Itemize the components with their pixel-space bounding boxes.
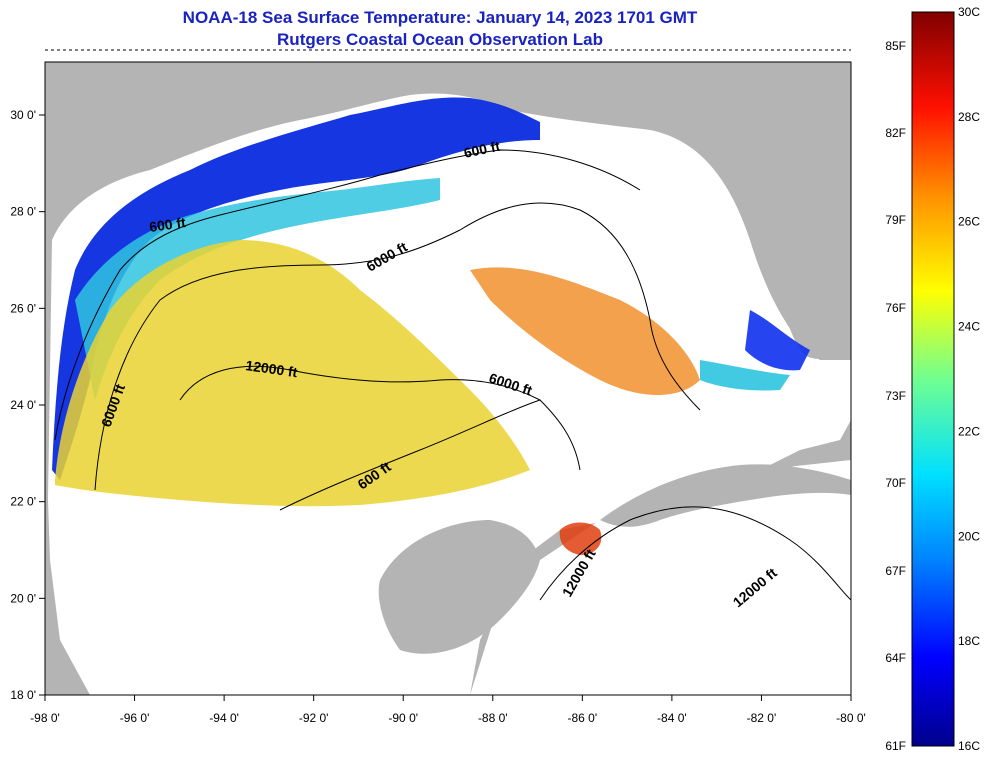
map-frame	[44, 61, 852, 696]
colorbar-f-label: 82F	[885, 126, 906, 140]
colorbar-c-label: 18C	[958, 634, 980, 648]
colorbar-c-label: 16C	[958, 739, 980, 753]
contour-label-600ft-2: 600 ft	[148, 214, 187, 235]
contour-6000ft	[94, 202, 701, 491]
sst-yellow-field	[55, 240, 530, 507]
sst-cold-coast	[52, 97, 540, 481]
colorbar-c-label: 28C	[958, 110, 980, 124]
colorbar-c-label: 30C	[958, 5, 980, 19]
lat-tick-label: 20 0'	[10, 591, 36, 605]
colorbar-f-label: 73F	[885, 389, 906, 403]
lat-tick-label: 18 0'	[10, 688, 36, 702]
lon-tick-label: -94 0'	[209, 711, 239, 725]
map-title: NOAA-18 Sea Surface Temperature: January…	[182, 8, 698, 27]
map-subtitle: Rutgers Coastal Ocean Observation Lab	[277, 30, 603, 49]
colorbar-f-label: 61F	[885, 739, 906, 753]
colorbar-f-label: 70F	[885, 476, 906, 490]
contour-600ft-south	[279, 399, 581, 511]
contour-12000ft-south	[539, 506, 851, 601]
lon-tick-label: -86 0'	[568, 711, 598, 725]
lon-tick-label: -80 0'	[836, 711, 866, 725]
lon-tick-label: -84 0'	[657, 711, 687, 725]
longitude-ticks: -98 0' -96 0' -94 0' -92 0' -90 0' -88 0' -86 …	[30, 695, 866, 725]
lon-tick-label: -92 0'	[299, 711, 329, 725]
lon-tick-label: -88 0'	[478, 711, 508, 725]
contour-600ft-north	[54, 149, 641, 441]
lat-tick-label: 24 0'	[10, 398, 36, 412]
colorbar-c-label: 26C	[958, 215, 980, 229]
contour-label-600ft-1: 600 ft	[462, 138, 501, 161]
sst-orange-patches	[470, 267, 700, 395]
lon-tick-label: -82 0'	[747, 711, 777, 725]
sst-florida-cyan	[700, 360, 790, 391]
sst-red-patch	[559, 522, 602, 555]
colorbar-f-label: 79F	[885, 213, 906, 227]
latitude-ticks: 30 0' 28 0' 26 0' 24 0' 22 0' 20 0' 18 0'	[10, 108, 45, 702]
colorbar-c-label: 24C	[958, 320, 980, 334]
colorbar-f-label: 76F	[885, 301, 906, 315]
colorbar-f-label: 64F	[885, 651, 906, 665]
lat-tick-label: 22 0'	[10, 495, 36, 509]
colorbar-fahrenheit-labels: 85F 82F 79F 76F 73F 70F 67F 64F 61F	[885, 39, 906, 753]
temperature-colorbar	[911, 11, 955, 747]
cuba-land	[600, 464, 851, 527]
contour-12000ft	[179, 365, 541, 401]
yucatan-land	[378, 520, 540, 654]
lon-tick-label: -90 0'	[388, 711, 418, 725]
contour-label-12000ft-1: 12000 ft	[245, 357, 299, 380]
lat-tick-label: 28 0'	[10, 205, 36, 219]
colorbar-c-label: 20C	[958, 529, 980, 543]
colorbar-f-label: 67F	[885, 564, 906, 578]
colorbar-f-label: 85F	[885, 39, 906, 53]
florida-land	[720, 62, 851, 359]
lat-tick-label: 30 0'	[10, 108, 36, 122]
lon-tick-label: -96 0'	[120, 711, 150, 725]
sst-florida-blue	[745, 310, 810, 371]
lon-tick-label: -98 0'	[30, 711, 60, 725]
colorbar-celsius-labels: 30C 28C 26C 24C 22C 20C 18C 16C	[958, 5, 980, 753]
colorbar-c-label: 22C	[958, 424, 980, 438]
lat-tick-label: 26 0'	[10, 301, 36, 315]
caribbean-water	[470, 460, 851, 695]
